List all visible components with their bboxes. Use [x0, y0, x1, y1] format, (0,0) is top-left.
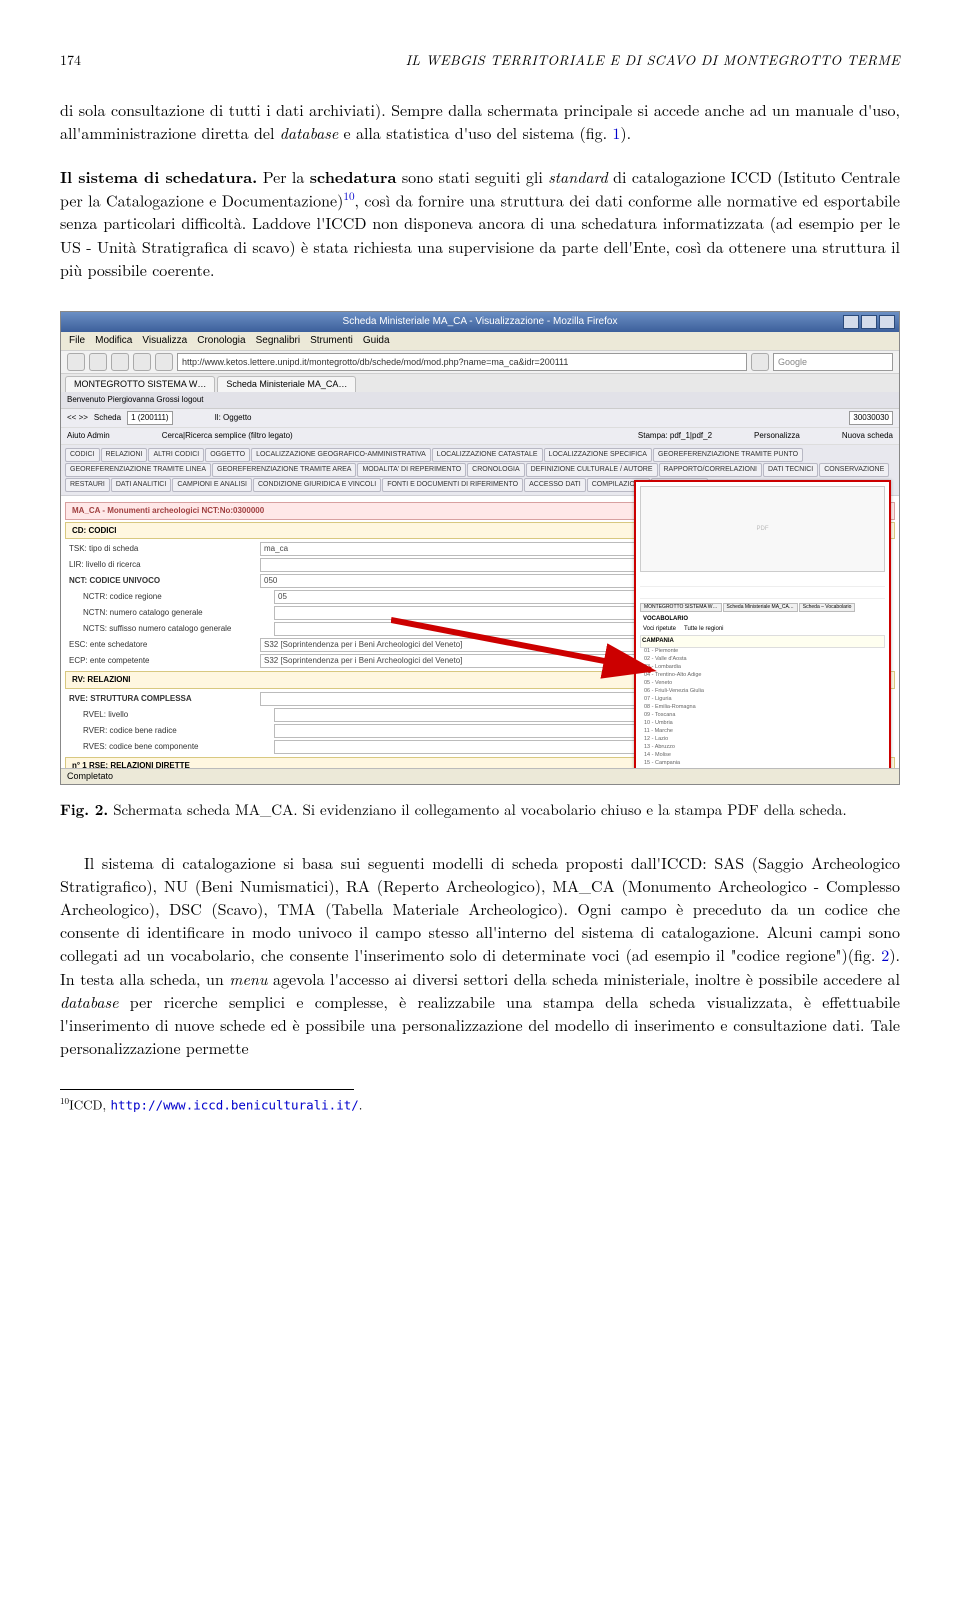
inset-heading: VOCABOLARIO — [640, 614, 885, 625]
field-nav-button[interactable]: CRONOLOGIA — [467, 463, 524, 477]
page-header: 174 IL WEBGIS TERRITORIALE E DI SCAVO DI… — [60, 50, 900, 70]
page-number: 174 — [60, 50, 81, 70]
field-nav-button[interactable]: GEOREFERENZIAZIONE TRAMITE AREA — [212, 463, 356, 477]
footnote-10: 10ICCD, http://www.iccd.beniculturali.it… — [60, 1094, 900, 1114]
field-nav-button[interactable]: GEOREFERENZIAZIONE TRAMITE LINEA — [65, 463, 211, 477]
status-bar: Completato — [61, 768, 899, 784]
field-nav-button[interactable]: ALTRI CODICI — [148, 448, 204, 462]
footnote-url[interactable]: http://www.iccd.beniculturali.it/ — [110, 1098, 358, 1113]
reload-icon[interactable] — [111, 353, 129, 371]
minimize-icon[interactable] — [843, 315, 859, 329]
field-nav-button[interactable]: LOCALIZZAZIONE SPECIFICA — [544, 448, 652, 462]
vocab-list-item[interactable]: 10 - Umbria — [640, 720, 885, 728]
window-title: Scheda Ministeriale MA_CA - Visualizzazi… — [343, 315, 618, 330]
vocab-list-item[interactable]: 06 - Friuli-Venezia Giulia — [640, 688, 885, 696]
tab-2[interactable]: Scheda Ministeriale MA_CA… — [217, 376, 356, 392]
stampa-link[interactable]: Stampa: pdf_1|pdf_2 — [638, 430, 712, 442]
field-nav-button[interactable]: CODICI — [65, 448, 100, 462]
vocab-list-item[interactable]: 11 - Marche — [640, 728, 885, 736]
inset-vocabulary-panel: PDF MONTEGROTTO SISTEMA W… Scheda Minist… — [634, 480, 891, 772]
close-icon[interactable] — [879, 315, 895, 329]
vocab-list-item[interactable]: 14 - Molise — [640, 752, 885, 760]
field-nav-button[interactable]: RESTAURI — [65, 478, 110, 492]
figure-2: Scheda Ministeriale MA_CA - Visualizzazi… — [60, 311, 900, 785]
vocab-list-item[interactable]: 13 - Abruzzo — [640, 744, 885, 752]
vocab-list-item[interactable]: 01 - Piemonte — [640, 648, 885, 656]
tab-1[interactable]: MONTEGROTTO SISTEMA W… — [65, 376, 215, 392]
vocab-list-item[interactable]: 03 - Lombardia — [640, 664, 885, 672]
window-titlebar: Scheda Ministeriale MA_CA - Visualizzazi… — [61, 312, 899, 332]
vocab-list-item[interactable]: 15 - Campania — [640, 760, 885, 768]
vocab-list-item[interactable]: 04 - Trentino-Alto Adige — [640, 672, 885, 680]
vocab-list-item[interactable]: 05 - Veneto — [640, 680, 885, 688]
footnote-rule — [60, 1089, 354, 1090]
running-title: IL WEBGIS TERRITORIALE E DI SCAVO DI MON… — [406, 50, 900, 70]
field-nav-button[interactable]: LOCALIZZAZIONE CATASTALE — [432, 448, 543, 462]
field-nav-button[interactable]: DEFINIZIONE CULTURALE / AUTORE — [526, 463, 658, 477]
field-nav-button[interactable]: OGGETTO — [205, 448, 250, 462]
toolbar-row-2: Aiuto Admin Cerca|Ricerca semplice (filt… — [61, 428, 899, 445]
vocab-list-item[interactable]: 08 - Emilia-Romagna — [640, 704, 885, 712]
toolbar-row-1: << >> Scheda 1 (200111) Il: Oggetto 3003… — [61, 409, 899, 428]
field-nav-button[interactable]: CONDIZIONE GIURIDICA E VINCOLI — [253, 478, 381, 492]
field-nav-button[interactable]: DATI ANALITICI — [111, 478, 171, 492]
menu-help[interactable]: Guida — [363, 334, 390, 349]
field-nav-button[interactable]: RAPPORTO/CORRELAZIONI — [659, 463, 762, 477]
field-nav-button[interactable]: MODALITA' DI REPERIMENTO — [357, 463, 466, 477]
paragraph-2: Il sistema di schedatura. Per la schedat… — [60, 165, 900, 281]
field-nav-button[interactable]: RELAZIONI — [101, 448, 148, 462]
menubar[interactable]: File Modifica Visualizza Cronologia Segn… — [61, 332, 899, 352]
menu-edit[interactable]: Modifica — [95, 334, 132, 349]
field-nav-button[interactable]: GEOREFERENZIAZIONE TRAMITE PUNTO — [653, 448, 803, 462]
field-nav-button[interactable]: ACCESSO DATI — [524, 478, 586, 492]
inset-tabs: MONTEGROTTO SISTEMA W… Scheda Ministeria… — [640, 603, 885, 612]
home-icon[interactable] — [155, 353, 173, 371]
tab-bar: MONTEGROTTO SISTEMA W… Scheda Ministeria… — [61, 374, 899, 392]
maximize-icon[interactable] — [861, 315, 877, 329]
content-area: Benvenuto Piergiovanna Grossi logout << … — [61, 392, 899, 768]
paragraph-3: Il sistema di catalogazione si basa sui … — [60, 851, 900, 1060]
code-select[interactable]: 30030030 — [849, 411, 893, 425]
field-nav-button[interactable]: CONSERVAZIONE — [819, 463, 889, 477]
forward-icon[interactable] — [89, 353, 107, 371]
inset-pdf-preview: PDF — [640, 486, 885, 572]
search-field[interactable]: Google — [773, 353, 893, 371]
menu-file[interactable]: File — [69, 334, 85, 349]
section-heading: Il sistema di schedatura. — [60, 165, 257, 188]
field-nav-button[interactable]: CAMPIONI E ANALISI — [172, 478, 252, 492]
navbar: http://www.ketos.lettere.unipd.it/monteg… — [61, 351, 899, 374]
vocab-list-item[interactable]: 12 - Lazio — [640, 736, 885, 744]
vocab-list-item[interactable]: 07 - Liguria — [640, 696, 885, 704]
back-icon[interactable] — [67, 353, 85, 371]
menu-tools[interactable]: Strumenti — [310, 334, 353, 349]
go-icon[interactable] — [751, 353, 769, 371]
figure-2-caption: Fig. 2. Schermata scheda MA_CA. Si evide… — [60, 799, 900, 821]
vocab-list-item[interactable]: 09 - Toscana — [640, 712, 885, 720]
field-nav-button[interactable]: FONTI E DOCUMENTI DI RIFERIMENTO — [382, 478, 523, 492]
breadcrumb: Benvenuto Piergiovanna Grossi logout — [61, 392, 899, 409]
menu-history[interactable]: Cronologia — [197, 334, 245, 349]
url-field[interactable]: http://www.ketos.lettere.unipd.it/monteg… — [177, 353, 747, 371]
field-nav-button[interactable]: DATI TECNICI — [763, 463, 818, 477]
browser-mock: Scheda Ministeriale MA_CA - Visualizzazi… — [60, 311, 900, 785]
window-buttons[interactable] — [843, 315, 895, 329]
menu-bookmarks[interactable]: Segnalibri — [256, 334, 300, 349]
field-nav-button[interactable]: LOCALIZZAZIONE GEOGRAFICO-AMMINISTRATIVA — [251, 448, 431, 462]
menu-view[interactable]: Visualizza — [142, 334, 187, 349]
scheda-select[interactable]: 1 (200111) — [127, 411, 173, 425]
vocab-list-item[interactable]: 02 - Valle d'Aosta — [640, 656, 885, 664]
paragraph-1: di sola consultazione di tutti i dati ar… — [60, 98, 900, 144]
stop-icon[interactable] — [133, 353, 151, 371]
nav-prev-next[interactable]: << >> — [67, 412, 88, 424]
footnote-ref-10[interactable]: 10 — [343, 188, 354, 204]
